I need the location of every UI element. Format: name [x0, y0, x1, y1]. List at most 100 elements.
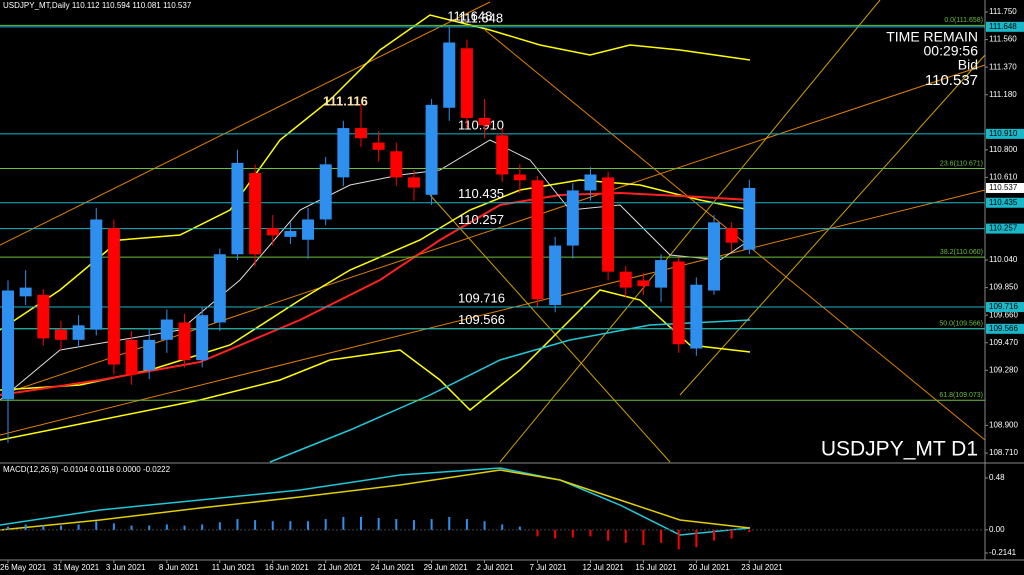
x-tick-label: 8 Jun 2021: [159, 563, 199, 572]
x-tick-label: 2 Jul 2021: [477, 563, 514, 572]
y-tick-label: 111.370: [989, 62, 1017, 71]
candle-body: [302, 219, 315, 240]
y-tick-label: 111.180: [989, 90, 1017, 99]
macd-bar: [730, 529, 733, 539]
candle-body: [496, 135, 509, 175]
macd-bar: [307, 521, 310, 530]
y-tick-label: 0.00: [989, 525, 1005, 534]
x-tick-label: 31 May 2021: [53, 563, 100, 572]
candle-body: [460, 48, 473, 118]
price-line-label: 110.435: [458, 186, 504, 201]
header: USDJPY_MT,Daily 110.112 110.594 110.081 …: [3, 1, 192, 10]
price-axis-label: 111.648: [989, 22, 1017, 31]
price-label-box: [986, 197, 1024, 208]
macd-bar: [42, 525, 45, 530]
candle-body: [143, 339, 156, 371]
high-label: 111.648: [447, 8, 492, 23]
fib-label: 0.0(111.658): [944, 17, 983, 24]
macd-bar: [77, 524, 80, 530]
macd-title: MACD(12,26,9) -0.0104 0.0118 0.0000 -0.0…: [3, 465, 171, 474]
candle-body: [37, 294, 50, 339]
x-tick-label: 29 Jun 2021: [424, 563, 469, 572]
x-tick-label: 15 Jul 2021: [635, 563, 677, 572]
price-axis-label: 110.435: [989, 198, 1018, 207]
candle-body: [390, 151, 403, 178]
indicators: [0, 0, 986, 463]
candle-body: [90, 219, 103, 330]
macd-bar: [165, 524, 168, 530]
macd-bar: [624, 529, 627, 543]
macd-bar: [395, 519, 398, 530]
candle-body: [672, 261, 685, 345]
macd-bar: [289, 521, 292, 530]
macd-bar: [571, 529, 574, 538]
macd-bar: [660, 529, 663, 543]
y-tick-label: 111.560: [989, 35, 1017, 44]
macd-bar: [377, 517, 380, 530]
fib-label: 50.0(109.566): [939, 321, 983, 328]
macd-bar: [642, 529, 645, 545]
macd-lines: [0, 467, 751, 536]
candle-body: [213, 254, 226, 323]
candle-body: [54, 329, 67, 340]
x-tick-label: 26 May 2021: [0, 563, 47, 572]
price-label-box: [986, 302, 1024, 313]
macd-bar: [748, 529, 751, 533]
fib-label: 61.8(109.073): [939, 392, 983, 399]
bollinger-upper: [0, 14, 751, 331]
y-tick-label: -0.2141: [989, 548, 1017, 557]
moving-average: [0, 139, 751, 401]
macd-bar: [24, 524, 27, 530]
x-tick-label: 24 Jun 2021: [371, 563, 416, 572]
y-tick-label: 109.470: [989, 338, 1018, 347]
price-line-label: 109.716: [458, 290, 505, 305]
macd-bar: [59, 525, 62, 530]
macd-bar: [254, 520, 257, 530]
macd-bar: [465, 519, 468, 530]
candle-body: [284, 231, 297, 237]
macd-bar: [677, 529, 680, 550]
price-axis-label: 110.910: [989, 129, 1018, 138]
candle-body: [337, 128, 350, 178]
candle-body: [160, 319, 173, 340]
x-tick-label: 23 Jul 2021: [741, 563, 783, 572]
macd-bar: [501, 524, 504, 530]
candle-body: [425, 104, 438, 195]
time-remain: 00:29:56: [924, 43, 979, 59]
macd-bar: [271, 521, 274, 530]
macd-bar: [236, 519, 239, 530]
moving-average: [269, 319, 751, 463]
y-tick-label: 108.900: [989, 421, 1018, 430]
y-tick-label: 109.850: [989, 283, 1018, 292]
x-tick-label: 21 Jun 2021: [318, 563, 363, 572]
macd-bar: [130, 525, 133, 530]
x-tick-label: 16 Jun 2021: [265, 563, 310, 572]
current-price-box: [986, 182, 1024, 193]
candle-body: [478, 117, 491, 126]
time-remain-label: TIME REMAIN: [886, 29, 978, 45]
macd-line: [0, 467, 751, 536]
candle-body: [513, 174, 526, 181]
y-tick-label: 110.610: [989, 172, 1018, 181]
candle-body: [619, 271, 632, 288]
candle-body: [249, 173, 262, 255]
fib-label: 38.2(110.060): [940, 249, 983, 256]
y-tick-label: 109.660: [989, 310, 1018, 319]
price-label-box: [986, 128, 1024, 139]
macd-bar: [183, 525, 186, 530]
x-tick-label: 12 Jul 2021: [582, 563, 624, 572]
trendline: [499, 0, 881, 463]
bid-price: 110.537: [925, 72, 978, 89]
signal-line: [0, 469, 751, 531]
y-tick-label: 0.48: [989, 473, 1005, 482]
price-line-label: 109.566: [458, 312, 505, 327]
macd-bar: [112, 523, 115, 530]
candle-body: [19, 287, 32, 297]
candle-body: [2, 290, 14, 400]
candle-body: [231, 162, 244, 255]
price-line-label: 111.648: [458, 10, 503, 25]
macd-bar: [201, 524, 204, 530]
macd-bar: [589, 529, 592, 537]
